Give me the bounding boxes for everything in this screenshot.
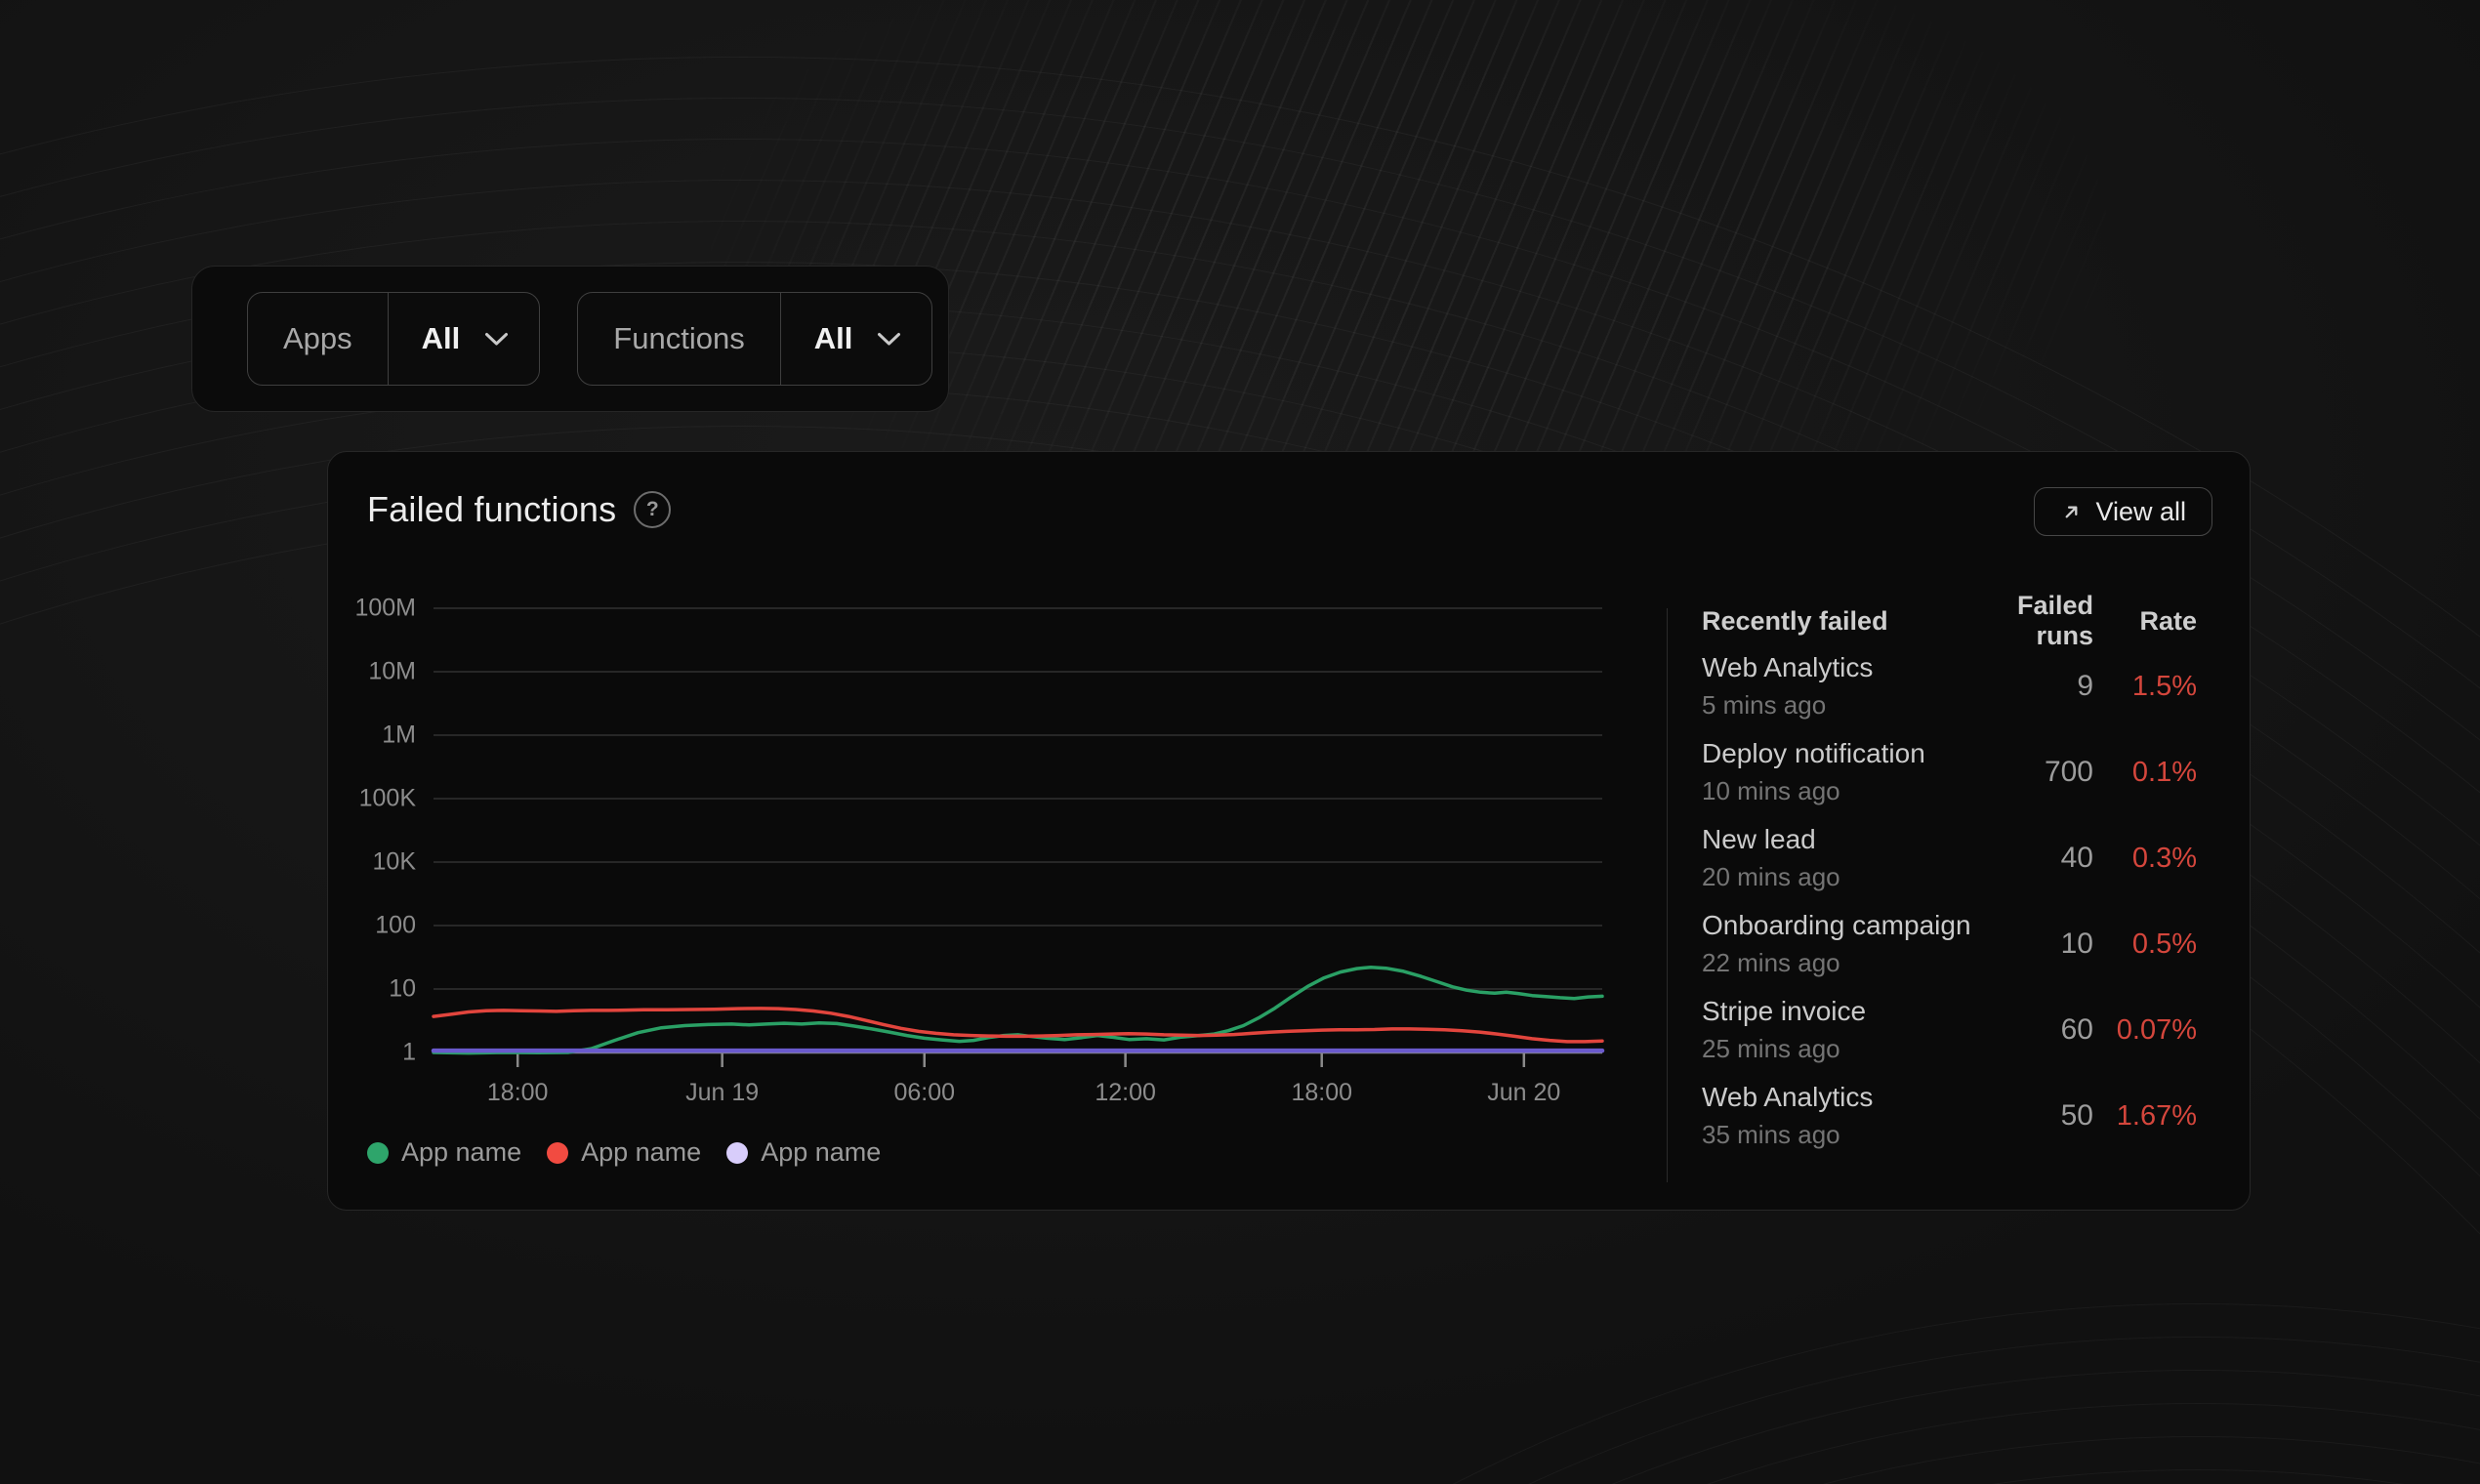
decor-ring [638,1370,2480,1484]
divider [779,293,781,385]
decor-ring [671,1403,2480,1484]
apps-filter-label: Apps [283,321,352,355]
rate-value: 1.5% [2131,670,2197,702]
rate-value: 0.07% [2116,1013,2197,1046]
failed-functions-card: Failed functions ? View all 100M 10M 1M … [327,451,2251,1211]
decor-ring [704,1436,2480,1484]
x-axis-label: Jun 19 [685,1079,760,1106]
y-axis-label: 100M [354,594,416,622]
function-name: Stripe invoice [1702,996,1867,1026]
legend-label: App name [581,1137,702,1167]
table-row[interactable]: Onboarding campaign 22 mins ago 10 0.5% [1702,909,2197,979]
y-axis-label: 1 [402,1038,416,1066]
failed-runs-value: 50 [2060,1099,2093,1132]
header-rate: Rate [2139,605,2197,636]
table-row[interactable]: Web Analytics 5 mins ago 9 1.5% [1702,651,2197,721]
legend-dot-green [367,1141,389,1164]
x-axis-label: 06:00 [893,1079,956,1106]
header-recently-failed: Recently failed [1702,605,1888,636]
chevron-down-icon [876,331,902,348]
filter-bar: Apps All Functions All [191,266,949,412]
divider [387,293,389,385]
recently-failed-table: Recently failed Failed runs Rate Web Ana… [1702,591,2197,1167]
functions-filter-value: All [813,321,853,355]
y-axis-label: 1M [382,721,416,749]
y-axis-label: 100 [375,911,416,939]
table-row[interactable]: Web Analytics 35 mins ago 50 1.67% [1702,1081,2197,1151]
function-name: New lead [1702,824,1816,854]
function-time: 22 mins ago [1702,948,1840,977]
decor-ring [604,1337,2480,1484]
function-name: Web Analytics [1702,1082,1874,1112]
function-name: Onboarding campaign [1702,910,1971,940]
x-axis-labels: 18:00 Jun 19 06:00 12:00 18:00 Jun 20 [434,1079,1602,1110]
x-axis-label: 18:00 [486,1079,549,1106]
x-axis-label: 18:00 [1291,1079,1352,1106]
chart-legend: App name App name App name [367,1137,881,1168]
legend-label: App name [401,1137,522,1167]
rate-value: 0.5% [2131,928,2197,960]
x-axis-label: 12:00 [1095,1079,1156,1106]
table-header: Recently failed Failed runs Rate [1702,591,2197,650]
help-icon[interactable]: ? [634,491,672,528]
functions-filter-dropdown[interactable]: Functions All [577,292,933,386]
legend-item-purple[interactable]: App name [726,1137,881,1168]
apps-filter-dropdown[interactable]: Apps All [247,292,541,386]
table-row[interactable]: New lead 20 mins ago 40 0.3% [1702,823,2197,893]
function-name: Deploy notification [1702,738,1925,768]
y-axis-label: 100K [358,784,416,812]
failed-runs-value: 40 [2060,842,2093,874]
y-axis-label: 10M [368,657,416,685]
rate-value: 0.1% [2131,756,2197,788]
y-axis-labels: 100M 10M 1M 100K 10K 100 10 1 [346,595,416,1066]
legend-dot-purple [726,1141,749,1164]
failed-runs-value: 700 [2044,756,2093,788]
divider [1667,608,1668,1182]
arrow-up-right-icon [2060,501,2083,523]
legend-dot-red [547,1141,569,1164]
rate-value: 0.3% [2131,842,2197,874]
y-axis-label: 10 [389,974,416,1003]
rate-value: 1.67% [2116,1099,2197,1132]
functions-filter-label: Functions [613,321,745,355]
card-title: Failed functions [367,489,617,529]
chevron-down-icon [483,331,510,348]
decor-ring [571,1303,2480,1484]
view-all-label: View all [2095,496,2186,526]
apps-filter-value: All [421,321,461,355]
function-name: Web Analytics [1702,652,1874,682]
failed-runs-value: 60 [2060,1013,2093,1046]
function-time: 35 mins ago [1702,1120,1840,1149]
header-failed-runs: Failed runs [2016,591,2093,650]
legend-label: App name [761,1137,882,1167]
failed-runs-value: 9 [2077,670,2093,702]
failed-runs-value: 10 [2060,928,2093,960]
y-axis-label: 10K [372,847,416,876]
legend-item-red[interactable]: App name [547,1137,701,1168]
function-time: 5 mins ago [1702,690,1827,720]
view-all-button[interactable]: View all [2034,487,2212,536]
chart-svg[interactable] [431,607,1605,1067]
function-time: 25 mins ago [1702,1034,1840,1063]
series-app-red [432,1007,1604,1044]
table-row[interactable]: Deploy notification 10 mins ago 700 0.1% [1702,737,2197,807]
function-time: 20 mins ago [1702,862,1840,891]
x-axis-label: Jun 20 [1487,1079,1561,1106]
legend-item-green[interactable]: App name [367,1137,521,1168]
function-time: 10 mins ago [1702,776,1840,805]
decor-ring [737,1469,2480,1484]
table-row[interactable]: Stripe invoice 25 mins ago 60 0.07% [1702,995,2197,1065]
